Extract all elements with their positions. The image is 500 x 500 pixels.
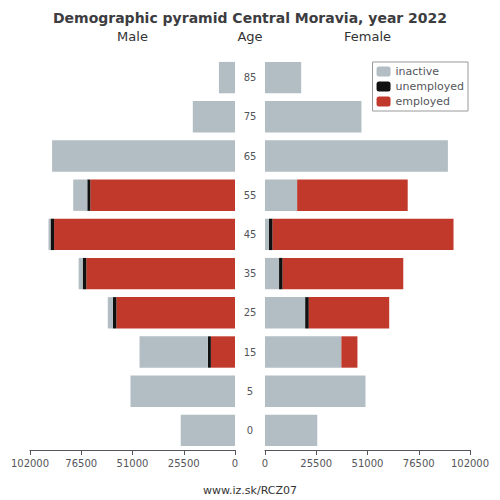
- svg-text:65: 65: [244, 151, 257, 162]
- svg-text:Female: Female: [344, 29, 391, 44]
- svg-text:75: 75: [244, 111, 257, 122]
- svg-text:76500: 76500: [403, 458, 435, 469]
- svg-text:0: 0: [247, 425, 253, 436]
- svg-text:15: 15: [244, 347, 257, 358]
- svg-text:102000: 102000: [451, 458, 489, 469]
- svg-text:Male: Male: [117, 29, 148, 44]
- svg-text:51000: 51000: [117, 458, 149, 469]
- svg-text:25: 25: [244, 307, 257, 318]
- svg-text:Age: Age: [237, 29, 262, 44]
- svg-text:inactive: inactive: [396, 65, 440, 78]
- svg-text:0: 0: [232, 458, 238, 469]
- svg-text:Demographic pyramid Central Mo: Demographic pyramid Central Moravia, yea…: [53, 10, 447, 26]
- svg-text:45: 45: [244, 229, 257, 240]
- svg-text:unemployed: unemployed: [396, 80, 464, 93]
- svg-text:25500: 25500: [168, 458, 200, 469]
- svg-text:85: 85: [244, 72, 257, 83]
- svg-text:55: 55: [244, 190, 257, 201]
- svg-text:employed: employed: [396, 95, 451, 108]
- svg-text:76500: 76500: [65, 458, 97, 469]
- svg-text:51000: 51000: [352, 458, 384, 469]
- svg-text:35: 35: [244, 268, 257, 279]
- svg-text:25500: 25500: [300, 458, 332, 469]
- svg-text:102000: 102000: [11, 458, 49, 469]
- svg-text:0: 0: [262, 458, 268, 469]
- svg-text:5: 5: [247, 386, 253, 397]
- svg-text:www.iz.sk/RCZ07: www.iz.sk/RCZ07: [203, 484, 297, 497]
